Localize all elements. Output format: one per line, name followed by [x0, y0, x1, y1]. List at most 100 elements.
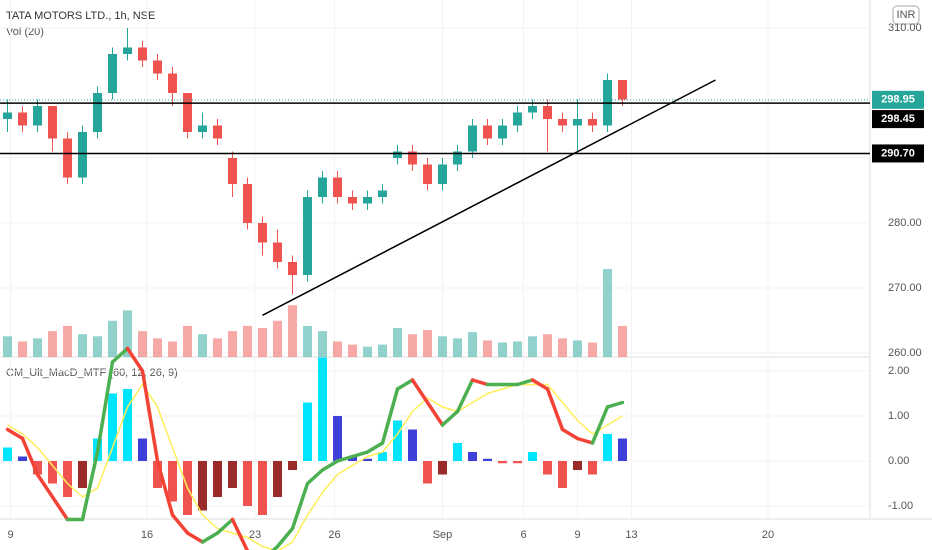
- histogram-bar: [303, 402, 312, 461]
- volume-bar: [183, 325, 192, 357]
- histogram-bar: [258, 461, 267, 515]
- volume-bar: [348, 344, 357, 357]
- histogram-bar: [63, 461, 72, 497]
- indicator-tick-label: 0.00: [888, 455, 909, 467]
- macd-segment: [350, 450, 370, 459]
- histogram-bar: [78, 461, 87, 488]
- macd-segment: [20, 436, 40, 477]
- histogram-bar: [213, 461, 222, 497]
- histogram-bar: [153, 461, 162, 488]
- macd-segment: [215, 517, 235, 535]
- histogram-bar: [288, 461, 297, 470]
- volume-bar: [438, 336, 447, 357]
- level-label: 298.95: [881, 94, 915, 106]
- macd-segment: [590, 405, 610, 445]
- candle-body: [543, 106, 552, 119]
- y-tick-label: 260.00: [888, 347, 922, 359]
- candle-body: [168, 73, 177, 93]
- candle-body: [303, 197, 312, 275]
- histogram-bar: [123, 389, 132, 461]
- candle-body: [483, 125, 492, 139]
- volume-bar: [543, 334, 552, 357]
- candle-body: [363, 197, 372, 204]
- histogram-bar: [408, 429, 417, 461]
- x-tick-label: 16: [141, 529, 153, 541]
- trendline: [262, 79, 716, 316]
- volume-bar: [3, 336, 12, 357]
- histogram-bar: [453, 443, 462, 461]
- candle-body: [318, 177, 327, 197]
- macd-segment: [95, 360, 115, 454]
- histogram-bar: [423, 461, 432, 484]
- volume-bar: [333, 341, 342, 357]
- x-tick-label: 6: [520, 529, 526, 541]
- indicator-title: CM_Ult_MacD_MTF (60, 12, 26, 9): [6, 367, 178, 379]
- macd-segment: [455, 378, 475, 414]
- histogram-bar: [243, 461, 252, 506]
- candle-body: [573, 119, 582, 126]
- candle-body: [288, 262, 297, 275]
- volume-bar: [138, 331, 147, 357]
- volume-bar: [318, 331, 327, 357]
- volume-bar: [528, 336, 537, 357]
- macd-segment: [365, 441, 385, 454]
- macd-segment: [185, 531, 205, 544]
- volume-bar: [378, 344, 387, 357]
- candle-body: [453, 151, 462, 165]
- histogram-bar: [393, 420, 402, 461]
- candle-body: [618, 80, 627, 100]
- macd-segment: [275, 526, 295, 549]
- currency-badge[interactable]: [892, 5, 920, 25]
- x-tick-label: 23: [249, 529, 261, 541]
- macd-segment: [290, 481, 310, 531]
- candle-body: [123, 47, 132, 54]
- histogram-bar: [228, 461, 237, 488]
- candle-body: [423, 164, 432, 184]
- x-tick-label: 13: [625, 529, 637, 541]
- volume-bar: [63, 325, 72, 357]
- x-tick-label: 9: [7, 529, 13, 541]
- histogram-bar: [333, 416, 342, 461]
- volume-bar: [603, 269, 612, 357]
- volume-bar: [303, 325, 312, 357]
- candle-body: [258, 223, 267, 243]
- macd-segment: [425, 400, 445, 427]
- volume-bar: [423, 330, 432, 357]
- candle-body: [78, 132, 87, 178]
- x-tick-label: 26: [328, 529, 340, 541]
- volume-bar: [483, 340, 492, 357]
- candle-body: [588, 119, 597, 126]
- volume-bar: [243, 325, 252, 357]
- x-tick-label: 20: [762, 529, 774, 541]
- histogram-bar: [33, 461, 42, 475]
- candle-body: [393, 151, 402, 158]
- macd-segment: [270, 544, 280, 550]
- volume-bar: [48, 331, 57, 357]
- macd-segment: [575, 436, 595, 445]
- candle-body: [273, 242, 282, 262]
- volume-bar: [408, 334, 417, 357]
- macd-segment: [35, 472, 55, 499]
- volume-bar: [33, 338, 42, 357]
- histogram-bar: [348, 456, 357, 461]
- candle-body: [348, 197, 357, 204]
- macd-segment: [140, 369, 160, 463]
- indicator-tick-label: 1.00: [888, 410, 909, 422]
- histogram-bar: [573, 461, 582, 470]
- candle-body: [468, 125, 477, 152]
- macd-segment: [530, 378, 550, 391]
- histogram-bar: [168, 461, 177, 502]
- candle-body: [93, 93, 102, 132]
- chart-title: TATA MOTORS LTD., 1h, NSE: [6, 10, 155, 22]
- histogram-bar: [483, 458, 492, 461]
- candle-body: [513, 112, 522, 126]
- volume-bar: [78, 334, 87, 357]
- candle-body: [558, 119, 567, 126]
- volume-bar: [498, 342, 507, 357]
- candle-body: [18, 112, 27, 126]
- histogram-bar: [588, 461, 597, 475]
- volume-bar: [108, 320, 117, 357]
- candle-body: [213, 125, 222, 139]
